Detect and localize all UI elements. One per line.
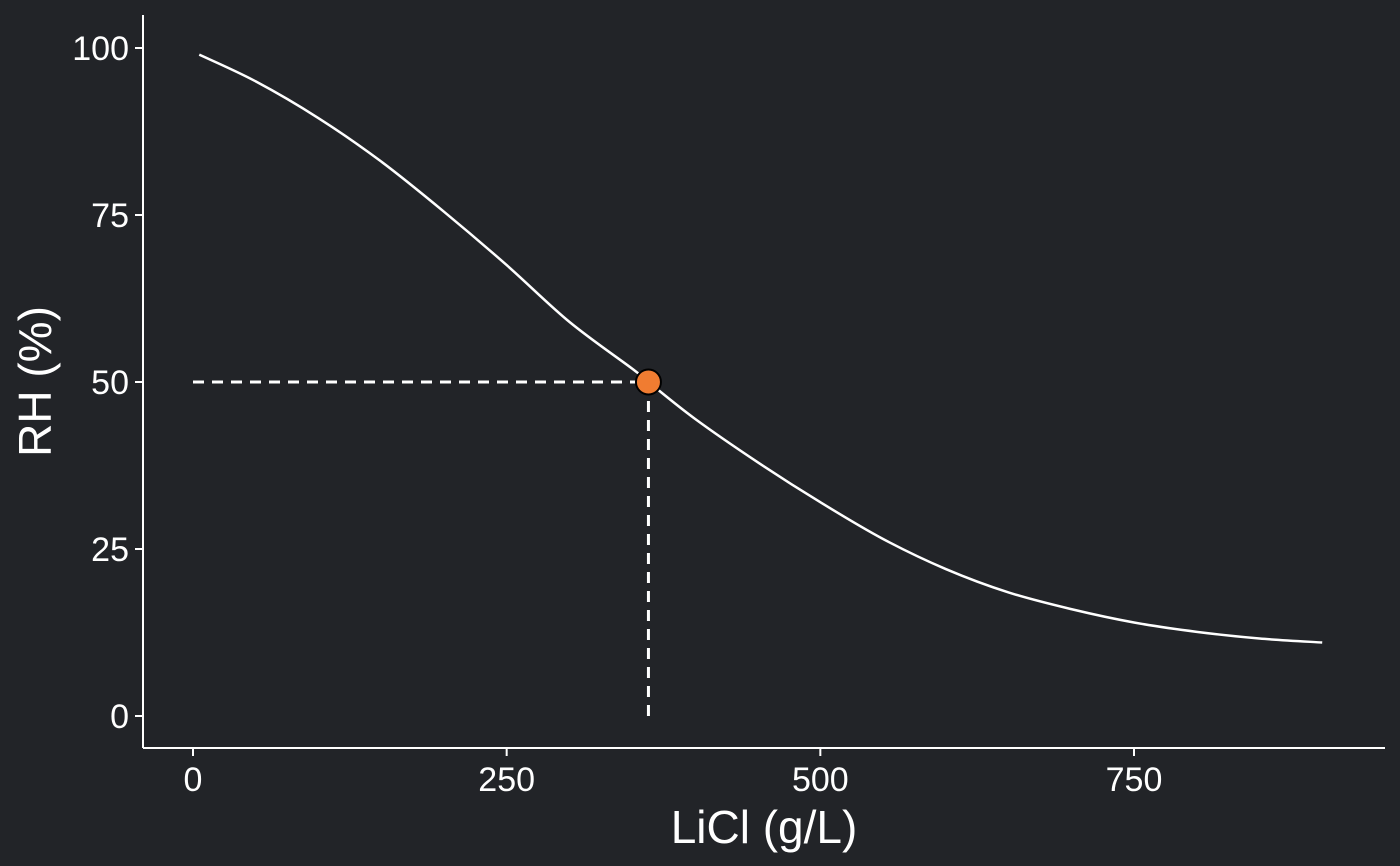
reference-lines-layer [193, 380, 650, 716]
y-tick-label: 0 [110, 698, 129, 736]
y-tick-label: 100 [72, 30, 129, 68]
highlight-point [634, 368, 662, 396]
y-tick-label: 25 [91, 531, 129, 569]
rh-curve-line [198, 53, 1323, 644]
x-tick-label: 250 [478, 761, 535, 799]
y-tick-label: 75 [91, 197, 129, 235]
y-tick-label: 50 [91, 364, 129, 402]
x-tick-label: 0 [184, 761, 203, 799]
x-axis-title: LiCl (g/L) [671, 801, 858, 853]
x-tick-label: 500 [792, 761, 849, 799]
y-axis-title: RH (%) [9, 306, 61, 457]
ticks-layer: 0 250 500 750 0 25 50 75 100 [72, 30, 1162, 799]
x-tick-label: 750 [1106, 761, 1163, 799]
highlight-point-layer [634, 368, 662, 396]
curve-layer [198, 53, 1323, 644]
